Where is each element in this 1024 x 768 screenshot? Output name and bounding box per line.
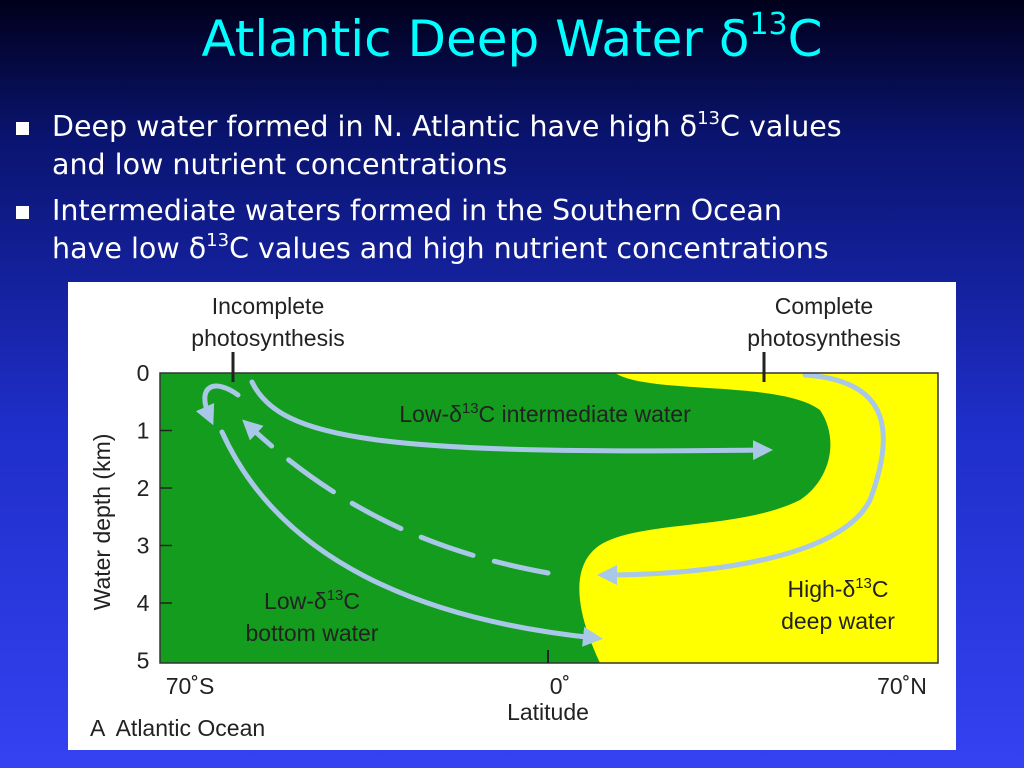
y-axis-label: Water depth (km) bbox=[89, 434, 115, 611]
bullet-line: Deep water formed in N. Atlantic have hi… bbox=[52, 108, 842, 146]
figure-label: bottom water bbox=[246, 620, 379, 646]
text-segment: have low δ bbox=[52, 232, 207, 265]
text-segment: C bbox=[787, 10, 823, 68]
bullet-item: Intermediate waters formed in the Southe… bbox=[12, 192, 842, 268]
text-segment: and low nutrient concentrations bbox=[52, 148, 508, 181]
superscript: 13 bbox=[327, 587, 344, 604]
bullet-line: Intermediate waters formed in the Southe… bbox=[52, 192, 842, 230]
slide-title: Atlantic Deep Water δ13C bbox=[0, 7, 1024, 69]
superscript: 13 bbox=[697, 108, 720, 129]
bullet-line: have low δ13C values and high nutrient c… bbox=[52, 230, 842, 268]
text-segment: bottom water bbox=[246, 620, 379, 646]
text-segment: High-δ bbox=[787, 576, 855, 602]
bullet-list: Deep water formed in N. Atlantic have hi… bbox=[12, 108, 842, 276]
figure: Incomplete photosynthesis Complete photosyn… bbox=[68, 282, 956, 750]
top-right-label: photosynthesis bbox=[747, 325, 900, 351]
y-tick-label: 0 bbox=[137, 360, 150, 386]
figure-label: High-δ13C bbox=[787, 575, 888, 602]
bullet-item: Deep water formed in N. Atlantic have hi… bbox=[12, 108, 842, 184]
figure-caption: A Atlantic Ocean bbox=[90, 715, 265, 741]
superscript: 13 bbox=[749, 7, 788, 42]
text-segment: Low-δ bbox=[264, 588, 327, 614]
text-segment: Deep water formed in N. Atlantic have hi… bbox=[52, 110, 698, 143]
text-segment: Intermediate waters formed in the Southe… bbox=[52, 194, 782, 227]
x-tick-label: 70˚N bbox=[877, 673, 927, 699]
figure-label: Low-δ13C bbox=[264, 587, 360, 614]
text-segment: C bbox=[343, 588, 360, 614]
flow-arrows bbox=[195, 372, 886, 647]
top-left-label: Incomplete bbox=[212, 293, 325, 319]
bullet-line: and low nutrient concentrations bbox=[52, 146, 842, 184]
text-segment: C values and high nutrient concentration… bbox=[229, 232, 829, 265]
low-d13c-region bbox=[160, 373, 831, 663]
y-tick-label: 4 bbox=[137, 590, 150, 616]
x-tick-label: 0˚ bbox=[550, 673, 570, 699]
superscript: 13 bbox=[462, 400, 479, 417]
superscript: 13 bbox=[855, 575, 872, 592]
text-segment: deep water bbox=[781, 608, 895, 634]
figure-label: deep water bbox=[781, 608, 895, 634]
text-segment: Atlantic Deep Water δ bbox=[201, 10, 750, 68]
text-segment: C bbox=[872, 576, 889, 602]
x-tick-label: 70˚S bbox=[166, 673, 215, 699]
top-left-label: photosynthesis bbox=[191, 325, 344, 351]
y-tick-label: 3 bbox=[137, 533, 150, 559]
text-segment: C values bbox=[720, 110, 842, 143]
text-segment: C intermediate water bbox=[479, 401, 692, 427]
figure-label: Low-δ13C intermediate water bbox=[399, 400, 691, 427]
y-tick-label: 2 bbox=[137, 475, 150, 501]
superscript: 13 bbox=[206, 230, 230, 251]
y-tick-label: 5 bbox=[137, 648, 150, 674]
text-segment: Low-δ bbox=[399, 401, 462, 427]
x-axis-label: Latitude bbox=[507, 699, 589, 725]
top-right-label: Complete bbox=[775, 293, 873, 319]
y-tick-label: 1 bbox=[137, 418, 150, 444]
